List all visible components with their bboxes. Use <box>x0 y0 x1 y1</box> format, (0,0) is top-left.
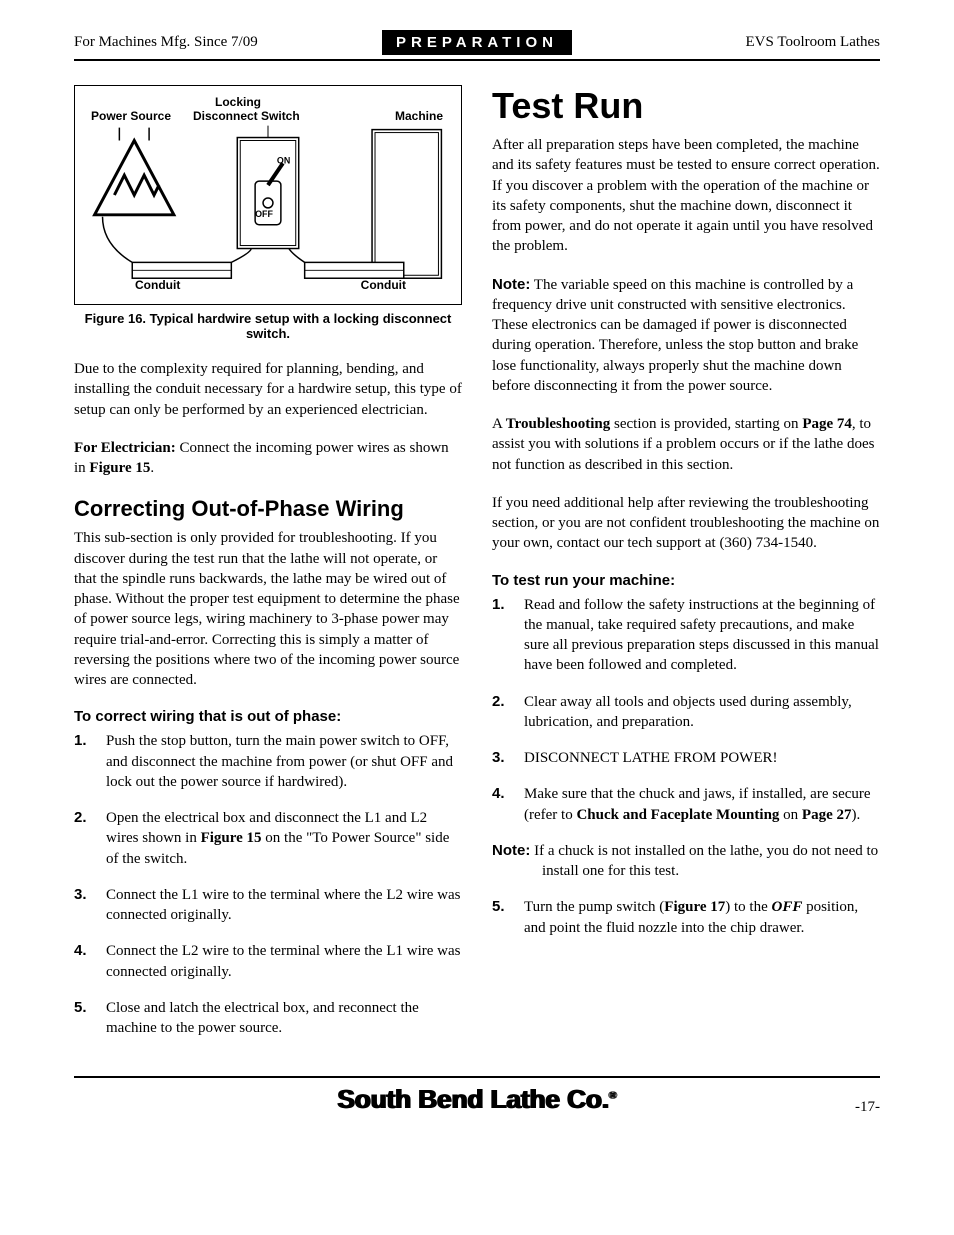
list-item: Make sure that the chuck and jaws, if in… <box>492 784 880 825</box>
svg-text:OFF: OFF <box>255 209 273 219</box>
right-para-3: A Troubleshooting section is provided, s… <box>492 414 880 475</box>
right-column: Test Run After all preparation steps hav… <box>492 85 880 1054</box>
right-para-2-note: Note: The variable speed on this machine… <box>492 275 880 397</box>
figure-diagram: Power Source Locking Disconnect Switch M… <box>74 85 462 305</box>
left-para-1: Due to the complexity required for plann… <box>74 359 462 420</box>
list-item: Turn the pump switch (Figure 17) to the … <box>492 897 880 938</box>
list-item: Push the stop button, turn the main powe… <box>74 731 462 792</box>
header-left: For Machines Mfg. Since 7/09 <box>74 34 382 51</box>
list-item: Read and follow the safety instructions … <box>492 595 880 676</box>
figure-caption: Figure 16. Typical hardwire setup with a… <box>74 311 462 341</box>
page-number: -17- <box>855 1099 880 1116</box>
for-electrician-label: For Electrician: <box>74 440 176 456</box>
page-header: For Machines Mfg. Since 7/09 PREPARATION… <box>74 30 880 61</box>
test-run-steps: Read and follow the safety instructions … <box>492 595 880 825</box>
list-item: Close and latch the electrical box, and … <box>74 998 462 1039</box>
header-badge: PREPARATION <box>382 30 572 55</box>
left-p2d: . <box>150 460 154 476</box>
left-para-2: For Electrician: Connect the incoming po… <box>74 438 462 479</box>
test-run-heading: Test Run <box>492 85 880 127</box>
correct-wiring-steps: Push the stop button, turn the main powe… <box>74 731 462 1038</box>
list-item: Connect the L1 wire to the terminal wher… <box>74 885 462 926</box>
svg-text:ON: ON <box>277 155 290 165</box>
chuck-note: Note: If a chuck is not installed on the… <box>492 841 880 882</box>
right-para-4: If you need additional help after review… <box>492 493 880 554</box>
page-footer: South Bend Lathe Co.® -17- <box>74 1076 880 1120</box>
list-item: Open the electrical box and disconnect t… <box>74 808 462 869</box>
list-item: Clear away all tools and objects used du… <box>492 692 880 733</box>
test-run-steps-cont: Turn the pump switch (Figure 17) to the … <box>492 897 880 938</box>
right-para-1: After all preparation steps have been co… <box>492 135 880 257</box>
correct-wiring-list-heading: To correct wiring that is out of phase: <box>74 708 462 725</box>
list-item: DISCONNECT LATHE FROM POWER! <box>492 748 880 768</box>
test-run-list-heading: To test run your machine: <box>492 572 880 589</box>
header-right: EVS Toolroom Lathes <box>572 34 880 51</box>
list-item: Connect the L2 wire to the terminal wher… <box>74 941 462 982</box>
two-column-layout: Power Source Locking Disconnect Switch M… <box>74 85 880 1054</box>
correcting-wiring-heading: Correcting Out-of-Phase Wiring <box>74 496 462 522</box>
footer-brand: South Bend Lathe Co.® <box>74 1084 880 1115</box>
left-para-3: This sub-section is only provided for tr… <box>74 528 462 690</box>
figure-15-ref: Figure 15 <box>89 460 150 476</box>
left-column: Power Source Locking Disconnect Switch M… <box>74 85 462 1054</box>
